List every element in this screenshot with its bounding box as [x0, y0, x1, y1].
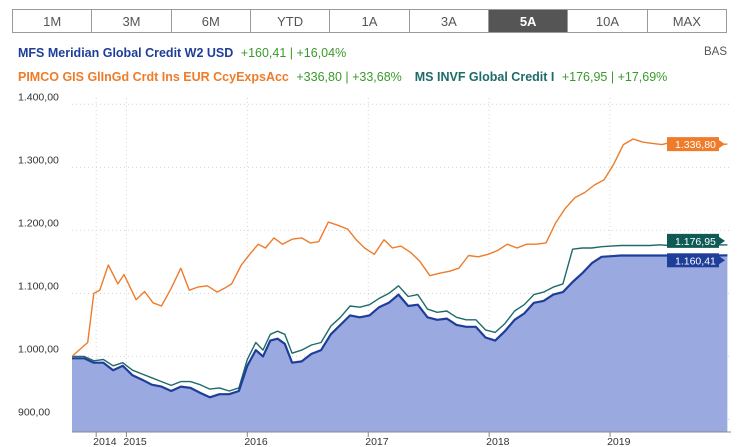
legend-mfs-summary: +160,41 | +16,04%	[240, 46, 347, 60]
x-tick-label: 2015	[123, 436, 147, 447]
y-tick-label: 1.400,00	[18, 91, 59, 103]
badge-pointer	[719, 256, 725, 265]
x-tick-label: 2017	[365, 436, 389, 447]
legend-row-1: MFS Meridian Global Credit W2 USD +160,4…	[18, 46, 346, 60]
x-tick-label: 2016	[244, 436, 268, 447]
y-tick-label: 1.300,00	[18, 154, 59, 166]
series-line-mfs	[72, 254, 728, 399]
last-value-label-ms: 1.176,95	[675, 236, 716, 248]
x-tick-label: 2018	[486, 436, 510, 447]
series-line-pimco	[71, 138, 728, 357]
badge-pointer	[719, 236, 725, 245]
legend-ms-summary: +176,95 | +17,69%	[561, 70, 668, 84]
tab-ytd[interactable]: YTD	[251, 10, 331, 32]
mfs-area	[72, 255, 728, 432]
legend-ms-name: MS INVF Global Credit I	[414, 70, 555, 84]
y-tick-label: 1.200,00	[18, 217, 59, 229]
x-tick-label: 2014	[93, 436, 117, 447]
period-tabs: 1M 3M 6M YTD 1A 3A 5A 10A MAX	[12, 9, 727, 33]
legend-pimco-name: PIMCO GIS GlInGd Crdt Ins EUR CcyExpsAcc	[18, 70, 289, 84]
tab-1m[interactable]: 1M	[13, 10, 93, 32]
tab-3m[interactable]: 3M	[92, 10, 172, 32]
last-value-badge-pimco	[667, 137, 719, 152]
tab-3a[interactable]: 3A	[410, 10, 489, 32]
last-value-badge-ms	[667, 233, 719, 248]
scale-label: BAS	[703, 46, 727, 58]
badge-pointer	[719, 140, 725, 149]
series-line-ms	[72, 244, 728, 392]
legend-row-2: PIMCO GIS GlInGd Crdt Ins EUR CcyExpsAcc…	[18, 70, 667, 84]
last-value-label-mfs: 1.160,41	[675, 255, 716, 267]
tab-max[interactable]: MAX	[672, 13, 701, 29]
tab-5a[interactable]: 5A	[488, 10, 569, 32]
y-tick-label: 1.000,00	[18, 343, 59, 355]
legend-mfs-name: MFS Meridian Global Credit W2 USD	[18, 46, 234, 60]
y-tick-label: 1.100,00	[18, 280, 59, 292]
last-value-label-pimco: 1.336,80	[675, 139, 716, 151]
last-value-badge-mfs	[667, 253, 719, 268]
x-tick-label: 2019	[607, 436, 631, 447]
y-tick-label: 900,00	[18, 406, 50, 418]
tab-1a[interactable]: 1A	[330, 10, 410, 32]
tab-10a[interactable]: 10A	[568, 10, 648, 32]
legend-pimco-summary: +336,80 | +33,68%	[296, 70, 402, 84]
tab-6m[interactable]: 6M	[172, 10, 251, 32]
